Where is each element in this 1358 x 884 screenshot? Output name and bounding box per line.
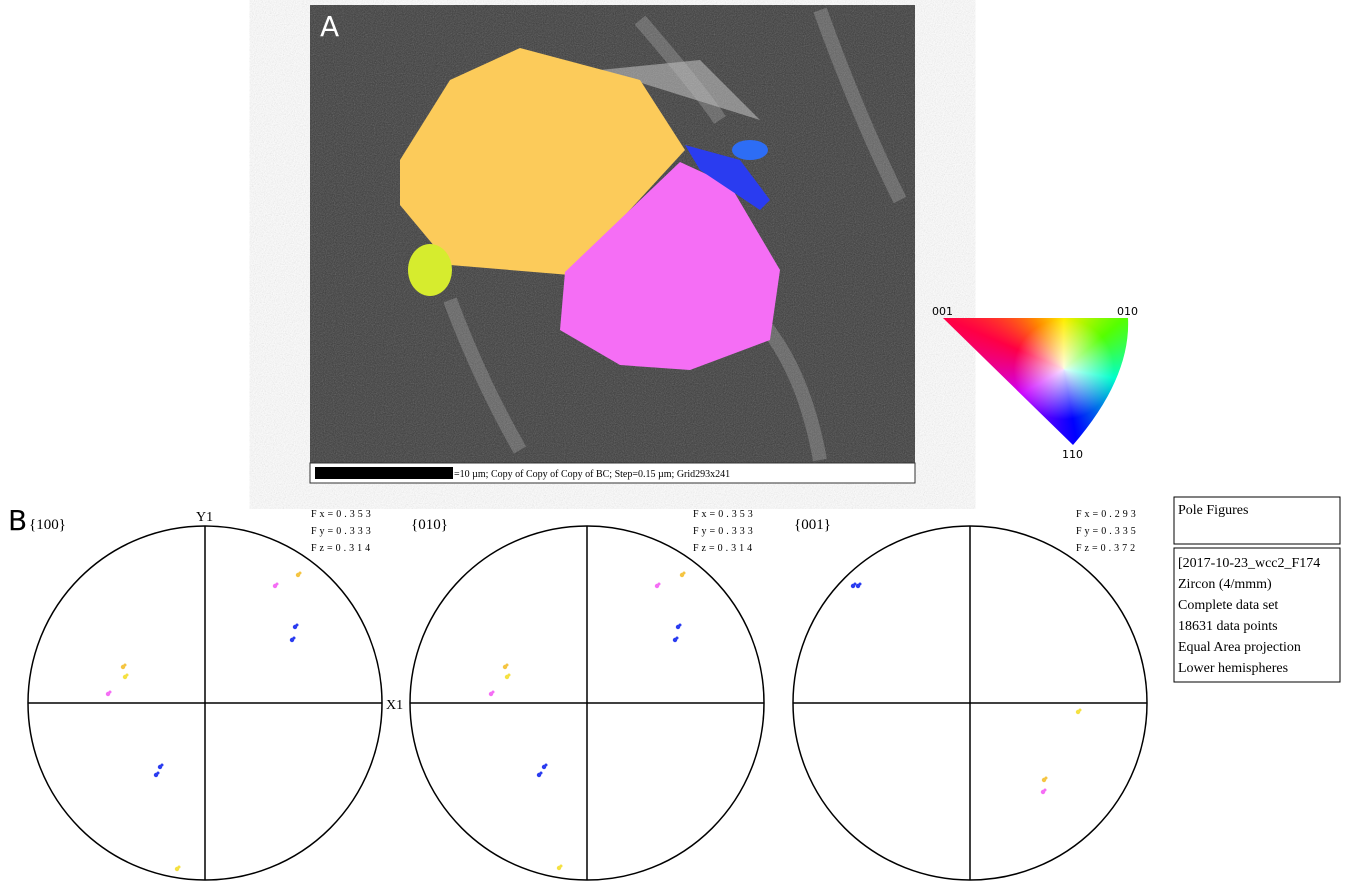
fraction-label: Fz=0.372 — [1076, 543, 1138, 554]
axis-label: Y1 — [196, 510, 213, 525]
fraction-label: Fz=0.314 — [311, 543, 373, 554]
pole-spot — [1079, 709, 1082, 712]
pole-spot — [109, 691, 112, 694]
ebsd-map — [310, 5, 915, 483]
fraction-label: Fy=0.333 — [693, 526, 756, 537]
pole-spot — [293, 637, 296, 640]
pole-spot — [178, 866, 181, 869]
pole-spot — [540, 772, 543, 775]
pole-spot — [1045, 777, 1048, 780]
info-line: [2017-10-23_wcc2_F174 — [1178, 556, 1320, 571]
fraction-label: Fy=0.333 — [311, 526, 374, 537]
pole-spot — [679, 624, 682, 627]
pole-spot — [276, 583, 279, 586]
pole-spot — [545, 764, 548, 767]
figure: A =10 µm; Copy of Copy of Copy of BC; St… — [0, 0, 1358, 884]
fraction-label: Fy=0.335 — [1076, 526, 1139, 537]
panel-label: B — [8, 504, 27, 537]
info-line: Complete data set — [1178, 598, 1278, 613]
pole-spot — [124, 664, 127, 667]
axis-label: X1 — [386, 698, 403, 713]
info-line: Lower hemispheres — [1178, 661, 1288, 676]
page: A =10 µm; Copy of Copy of Copy of BC; St… — [0, 0, 1358, 884]
pole-title: {100} — [29, 517, 66, 533]
info-line: Zircon (4/mmm) — [1178, 577, 1272, 592]
panel-label: A — [320, 10, 339, 43]
info-line: 18631 data points — [1178, 619, 1278, 634]
pole-title: {010} — [411, 517, 448, 533]
pole-spot — [296, 624, 299, 627]
pole-spot — [1044, 789, 1047, 792]
pole-spot — [676, 637, 679, 640]
fraction-label: Fx=0.353 — [311, 509, 374, 520]
key-label: 001 — [932, 305, 953, 318]
pole-spot — [157, 772, 160, 775]
pole-spot — [859, 583, 862, 586]
pole-spot — [560, 865, 563, 868]
map-caption: =10 µm; Copy of Copy of Copy of BC; Step… — [454, 469, 730, 480]
key-label: 010 — [1117, 305, 1138, 318]
info-line: Equal Area projection — [1178, 640, 1301, 655]
pole-title: {001} — [794, 517, 831, 533]
pole-spot — [161, 764, 164, 767]
pole-spot — [658, 583, 661, 586]
fraction-label: Fx=0.353 — [693, 509, 756, 520]
pole-spot — [683, 572, 686, 575]
key-label: 110 — [1062, 448, 1083, 461]
pole-spot — [506, 664, 509, 667]
pole-spot — [299, 572, 302, 575]
info-title: Pole Figures — [1178, 503, 1248, 518]
pole-spot — [492, 691, 495, 694]
pole-spot — [126, 674, 129, 677]
fraction-label: Fx=0.293 — [1076, 509, 1139, 520]
pole-spot — [508, 674, 511, 677]
fraction-label: Fz=0.314 — [693, 543, 755, 554]
